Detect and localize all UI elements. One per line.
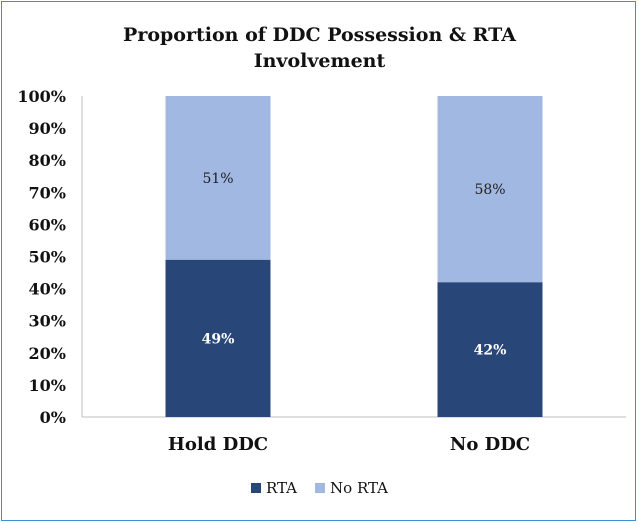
data-label: 51% bbox=[202, 171, 233, 187]
y-tick-label: 20% bbox=[29, 344, 66, 363]
y-tick-label: 60% bbox=[29, 215, 66, 234]
y-tick-label: 40% bbox=[29, 280, 66, 299]
y-tick-label: 80% bbox=[29, 151, 66, 170]
bar-no-rta-hold-ddc bbox=[165, 96, 271, 260]
chart-title-line-1: Proportion of DDC Possession & RTA bbox=[123, 24, 516, 46]
legend-label-rta: RTA bbox=[265, 479, 298, 497]
y-tick-label: 90% bbox=[29, 119, 66, 138]
y-tick-label: 50% bbox=[29, 248, 66, 267]
x-category-label: No DDC bbox=[450, 434, 530, 455]
y-tick-label: 100% bbox=[17, 87, 66, 106]
data-label: 42% bbox=[474, 343, 507, 359]
bar-rta-hold-ddc bbox=[165, 259, 271, 417]
chart-title-line-2: Involvement bbox=[253, 50, 386, 72]
legend-swatch-rta bbox=[250, 483, 261, 493]
legend-item-rta: RTA bbox=[250, 479, 298, 497]
y-tick-label: 70% bbox=[29, 183, 66, 202]
y-tick-label: 10% bbox=[29, 376, 66, 395]
legend-item-no-rta: No RTA bbox=[315, 479, 388, 497]
chart-legend: RTA No RTA bbox=[0, 479, 639, 497]
bar-no-rta-no-ddc bbox=[437, 96, 543, 283]
chart-title: Proportion of DDC Possession & RTA Invol… bbox=[0, 22, 639, 74]
legend-swatch-no-rta bbox=[315, 483, 326, 493]
y-tick-label: 0% bbox=[40, 408, 66, 427]
y-tick-label: 30% bbox=[29, 312, 66, 331]
x-category-label: Hold DDC bbox=[168, 434, 268, 455]
bar-rta-no-ddc bbox=[437, 282, 543, 417]
legend-label-no-rta: No RTA bbox=[330, 479, 389, 497]
data-label: 58% bbox=[474, 182, 505, 198]
data-label: 49% bbox=[202, 331, 235, 347]
